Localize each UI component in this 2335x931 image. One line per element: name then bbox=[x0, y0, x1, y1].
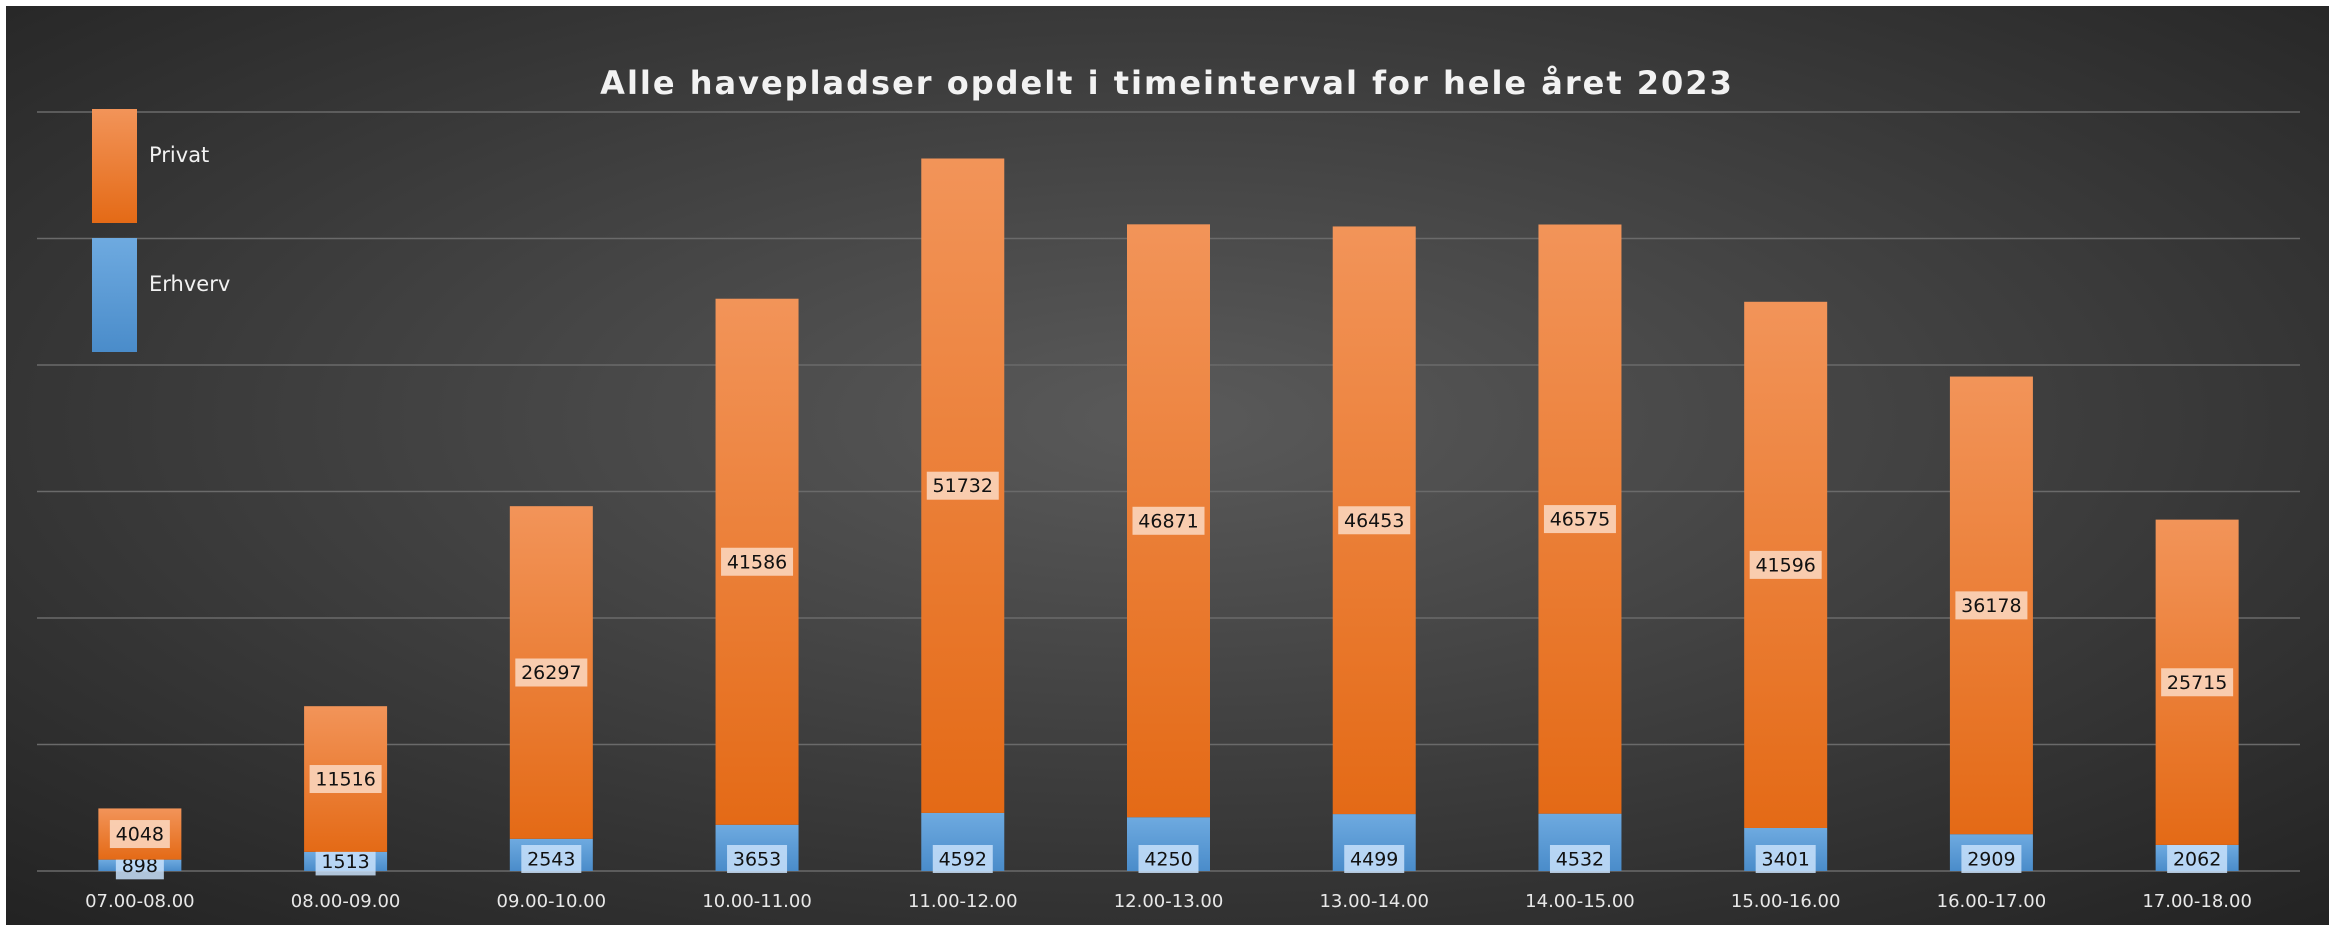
data-label: 51732 bbox=[933, 475, 993, 497]
data-label: 3401 bbox=[1762, 849, 1810, 871]
data-label-box bbox=[1755, 845, 1816, 873]
x-tick-label: 08.00-09.00 bbox=[291, 891, 401, 912]
data-label-box bbox=[1749, 550, 1822, 579]
data-label: 46575 bbox=[1550, 509, 1610, 531]
data-label-box bbox=[2167, 845, 2228, 873]
data-label-box bbox=[1338, 506, 1411, 535]
data-label: 2909 bbox=[1967, 849, 2015, 871]
data-label-box bbox=[109, 820, 170, 849]
data-label: 4592 bbox=[939, 849, 987, 871]
data-label-box bbox=[521, 845, 582, 873]
data-label-box bbox=[1138, 845, 1199, 873]
data-label: 46453 bbox=[1344, 510, 1404, 532]
data-label-box bbox=[721, 547, 794, 576]
x-tick-label: 17.00-18.00 bbox=[2142, 891, 2252, 912]
data-label: 46871 bbox=[1138, 510, 1198, 532]
data-label-box bbox=[2161, 668, 2234, 697]
data-label-box bbox=[1344, 845, 1405, 873]
data-label: 4048 bbox=[116, 824, 164, 846]
x-tick-label: 10.00-11.00 bbox=[702, 891, 812, 912]
data-label: 25715 bbox=[2167, 672, 2227, 694]
x-tick-label: 12.00-13.00 bbox=[1114, 891, 1224, 912]
data-label-box bbox=[1549, 845, 1610, 873]
legend-swatch bbox=[92, 238, 137, 352]
legend-label: Privat bbox=[149, 143, 209, 167]
data-label-box bbox=[1961, 845, 2022, 873]
data-label-box bbox=[515, 658, 588, 687]
x-tick-label: 13.00-14.00 bbox=[1319, 891, 1429, 912]
data-label: 11516 bbox=[315, 769, 375, 791]
data-label-box bbox=[315, 847, 376, 876]
data-label: 898 bbox=[122, 855, 158, 877]
legend-swatch bbox=[92, 109, 137, 223]
data-label: 4499 bbox=[1350, 849, 1398, 871]
data-label: 36178 bbox=[1961, 595, 2021, 617]
data-label: 41586 bbox=[727, 551, 787, 573]
data-label-box bbox=[727, 845, 788, 873]
data-label: 4532 bbox=[1556, 849, 1604, 871]
chart-title: Alle havepladser opdelt i timeinterval f… bbox=[600, 64, 1734, 102]
data-label-box bbox=[1955, 591, 2028, 620]
x-tick-label: 14.00-15.00 bbox=[1525, 891, 1635, 912]
data-label: 3653 bbox=[733, 849, 781, 871]
data-label-box bbox=[1543, 505, 1616, 534]
data-label: 2543 bbox=[527, 849, 575, 871]
x-tick-label: 11.00-12.00 bbox=[908, 891, 1018, 912]
legend-label: Erhverv bbox=[149, 272, 230, 296]
data-label-box bbox=[932, 845, 993, 873]
x-tick-label: 07.00-08.00 bbox=[85, 891, 195, 912]
data-label-box bbox=[309, 765, 382, 794]
data-label: 2062 bbox=[2173, 849, 2221, 871]
x-tick-label: 16.00-17.00 bbox=[1937, 891, 2047, 912]
data-label: 26297 bbox=[521, 662, 581, 684]
x-tick-label: 09.00-10.00 bbox=[497, 891, 607, 912]
data-label: 1513 bbox=[321, 851, 369, 873]
data-label: 41596 bbox=[1755, 554, 1815, 576]
data-label-box bbox=[1132, 506, 1205, 535]
x-tick-label: 15.00-16.00 bbox=[1731, 891, 1841, 912]
data-label-box bbox=[926, 471, 999, 500]
data-label: 4250 bbox=[1144, 849, 1192, 871]
